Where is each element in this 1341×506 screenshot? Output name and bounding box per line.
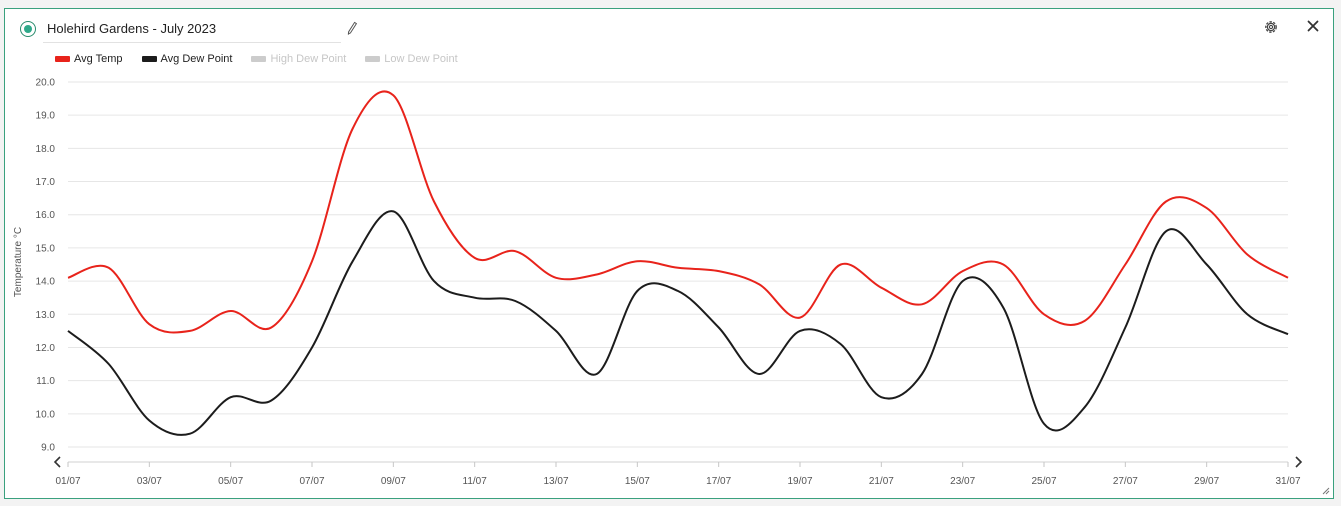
chart-panel: Holehird Gardens - July 2023 Avg Temp Av… bbox=[4, 8, 1334, 499]
y-axis-label: Temperature °C bbox=[13, 227, 24, 297]
y-tick-label: 14.0 bbox=[36, 277, 56, 288]
x-tick-label: 29/07 bbox=[1194, 476, 1219, 487]
chart-title: Holehird Gardens - July 2023 bbox=[47, 21, 217, 36]
pencil-icon[interactable] bbox=[346, 21, 358, 35]
grid-lines bbox=[68, 81, 1288, 448]
resize-handle-icon[interactable] bbox=[1322, 487, 1330, 495]
legend-item-high-dew-point[interactable]: High Dew Point bbox=[251, 53, 346, 65]
legend-label: Avg Dew Point bbox=[160, 53, 233, 65]
y-tick-label: 18.0 bbox=[36, 144, 56, 155]
x-tick-label: 13/07 bbox=[543, 476, 568, 487]
x-tick-label: 07/07 bbox=[299, 476, 324, 487]
y-tick-label: 11.0 bbox=[36, 376, 55, 387]
y-tick-label: 15.0 bbox=[36, 243, 56, 254]
x-tick-label: 05/07 bbox=[218, 476, 243, 487]
x-tick-label: 27/07 bbox=[1113, 476, 1138, 487]
series-line-avg-dew-point bbox=[67, 210, 1289, 436]
legend-label: High Dew Point bbox=[270, 53, 347, 65]
legend-label: Low Dew Point bbox=[384, 53, 458, 65]
legend-item-low-dew-point[interactable]: Low Dew Point bbox=[365, 53, 458, 65]
legend-item-avg-dew-point[interactable]: Avg Dew Point bbox=[141, 53, 233, 65]
y-tick-label: 16.0 bbox=[36, 210, 56, 221]
y-tick-label: 10.0 bbox=[36, 409, 56, 420]
x-tick-label: 25/07 bbox=[1031, 476, 1056, 487]
x-tick-label: 23/07 bbox=[950, 476, 975, 487]
y-tick-label: 19.0 bbox=[36, 111, 56, 122]
chevron-left-icon[interactable] bbox=[53, 456, 61, 468]
y-tick-label: 9.0 bbox=[41, 443, 55, 454]
legend-label: Avg Temp bbox=[74, 53, 123, 65]
y-tick-label: 17.0 bbox=[36, 177, 56, 188]
x-tick-label: 03/07 bbox=[137, 476, 162, 487]
chart-series bbox=[67, 90, 1289, 436]
x-tick-label: 31/07 bbox=[1275, 476, 1300, 487]
x-tick-label: 19/07 bbox=[787, 476, 812, 487]
y-axis-ticks: 20.0 19.0 18.0 17.0 16.0 15.0 14.0 13.0 12.0 11.0… bbox=[36, 78, 56, 454]
y-tick-label: 20.0 bbox=[36, 78, 56, 89]
series-line-avg-temp bbox=[67, 90, 1289, 334]
legend-swatch bbox=[365, 56, 381, 62]
x-tick-label: 11/07 bbox=[463, 476, 488, 487]
y-tick-label: 12.0 bbox=[36, 343, 56, 354]
x-tick-label: 21/07 bbox=[869, 476, 894, 487]
close-icon[interactable] bbox=[1306, 19, 1320, 33]
x-tick-label: 17/07 bbox=[706, 476, 731, 487]
x-tick-label: 15/07 bbox=[625, 476, 650, 487]
chart-title-field[interactable]: Holehird Gardens - July 2023 bbox=[43, 18, 341, 43]
legend-swatch bbox=[55, 56, 70, 62]
y-tick-label: 13.0 bbox=[36, 310, 56, 321]
x-tick-label: 09/07 bbox=[381, 476, 406, 487]
legend-swatch bbox=[251, 56, 267, 62]
radio-selected-icon[interactable] bbox=[20, 21, 36, 37]
legend-swatch bbox=[141, 56, 157, 62]
line-chart: 20.0 19.0 18.0 17.0 16.0 15.0 14.0 13.0 12.0 11.0… bbox=[13, 78, 1303, 487]
chart-legend: Avg Temp Avg Dew Point High Dew Point Lo… bbox=[55, 53, 458, 65]
x-tick-label: 01/07 bbox=[55, 476, 80, 487]
gear-icon[interactable] bbox=[1263, 19, 1279, 35]
x-axis: 01/07 03/07 05/07 07/07 09/07 11/07 13/07 15/07… bbox=[55, 461, 1301, 487]
legend-item-avg-temp[interactable]: Avg Temp bbox=[55, 53, 123, 65]
chevron-right-icon[interactable] bbox=[1295, 456, 1303, 468]
